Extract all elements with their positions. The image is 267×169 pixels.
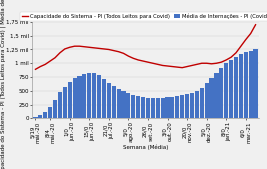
- Bar: [97, 75, 101, 118]
- Bar: [112, 86, 116, 118]
- Legend: Capacidade do Sistema - PI (Todos Leitos para Covid), Média de Internações - PI : Capacidade do Sistema - PI (Todos Leitos…: [20, 12, 267, 21]
- Bar: [253, 50, 258, 118]
- Bar: [82, 74, 87, 118]
- Bar: [180, 95, 184, 118]
- Bar: [77, 76, 81, 118]
- Bar: [190, 93, 194, 118]
- Bar: [141, 97, 145, 118]
- Bar: [205, 83, 209, 118]
- Bar: [160, 98, 165, 118]
- Bar: [200, 88, 204, 118]
- Bar: [43, 112, 47, 118]
- Bar: [239, 54, 243, 118]
- Bar: [185, 94, 189, 118]
- Bar: [53, 100, 57, 118]
- Bar: [195, 91, 199, 118]
- Bar: [146, 98, 150, 118]
- Bar: [102, 79, 106, 118]
- Bar: [219, 68, 223, 118]
- Bar: [131, 95, 135, 118]
- Bar: [156, 99, 160, 118]
- Bar: [234, 57, 238, 118]
- Bar: [244, 52, 248, 118]
- Bar: [121, 91, 125, 118]
- Bar: [175, 96, 179, 118]
- Bar: [229, 60, 233, 118]
- Bar: [151, 99, 155, 118]
- Bar: [87, 73, 91, 118]
- Bar: [58, 92, 62, 118]
- Bar: [107, 82, 111, 118]
- Bar: [73, 78, 77, 118]
- Bar: [92, 73, 96, 118]
- Bar: [249, 51, 253, 118]
- Bar: [170, 97, 175, 118]
- Bar: [210, 78, 214, 118]
- Bar: [38, 115, 42, 118]
- Bar: [48, 107, 52, 118]
- X-axis label: Semana (Média): Semana (Média): [123, 144, 168, 150]
- Bar: [166, 97, 170, 118]
- Bar: [214, 73, 218, 118]
- Y-axis label: Capacidade do Sistema - PI (Todos Leitos para Covid) | Média de Internações: Capacidade do Sistema - PI (Todos Leitos…: [1, 0, 7, 169]
- Bar: [126, 93, 131, 118]
- Bar: [136, 96, 140, 118]
- Bar: [68, 82, 72, 118]
- Bar: [33, 117, 38, 118]
- Bar: [63, 88, 67, 118]
- Bar: [224, 63, 228, 118]
- Bar: [116, 89, 121, 118]
